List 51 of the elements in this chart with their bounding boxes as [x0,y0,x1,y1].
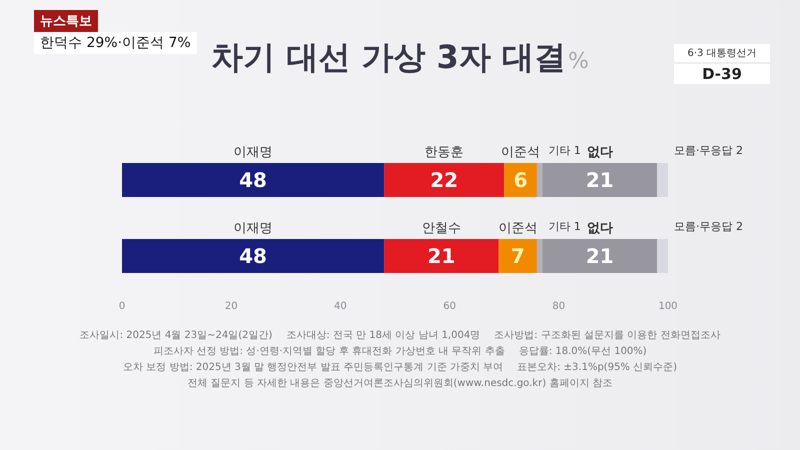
annotation: 기타 1 [548,143,581,158]
data-label: 7 [510,244,525,268]
text: 모름·무응답 2 [674,219,743,234]
bar [498,239,537,273]
text: 피조사자 선정 방법: 성·연령·지역별 할당 후 휴대전화 가상번호 내 무작위 추출 [153,345,505,358]
annotation: 안철수 [422,220,461,237]
text: 표본오차: ±3.1%p(95% 신뢰수준) [517,361,678,374]
text: D-39 [674,64,770,84]
text: 조사대상: 전국 만 18세 이상 남녀 1,004명 [286,329,480,342]
data-label: 21 [427,244,456,268]
annotation: 이재명 [234,144,273,161]
data-label: 48 [239,168,267,192]
x-tick-label: 0 [118,301,126,312]
text: 조사일시: 2025년 4월 23일~24일(2일간) [80,329,272,342]
text: 전체 질문지 등 자세한 내용은 중앙선거여론조사심의위원회(www.nesdc.go.kr) 홈페이지 참조 [188,377,612,390]
bar [122,239,384,273]
bar [536,239,542,273]
bar [122,163,384,197]
annotation: 이재명 [234,220,273,237]
bar [542,163,658,197]
annotation: 없다 [586,220,613,237]
text: 조사방법: 구조화된 설문지를 이용한 전화면접조사 [494,329,720,342]
bar [384,239,499,273]
text: 오차 보정 방법: 2025년 3월 말 행정안전부 발표 주민등록인구통계 기준 가중치 부여 [122,361,504,374]
chart-title: 차기 대선 가상 3자 대결 [211,37,566,78]
bar [657,163,668,197]
text: 응답률: 18.0%(무선 100%) [518,345,647,358]
chart-subtitle: % [568,49,589,74]
annotation: 기타 1 [548,219,581,234]
text: 한덕수 29%·이준석 7% [34,32,197,54]
x-tick-label: 60 [443,301,456,312]
bar [536,163,542,197]
bar [384,163,504,197]
data-label: 22 [430,168,458,192]
x-tick-label: 80 [552,301,566,312]
text: 뉴스특보 [34,10,98,32]
text: 6·3 대통령선거 [674,44,770,62]
annotation: 이준석 [501,144,540,161]
data-label: 6 [514,168,528,192]
x-tick-label: 20 [224,301,238,312]
annotation: 없다 [586,144,613,161]
data-label: 21 [586,244,614,268]
bar [542,239,658,273]
annotation: 한동훈 [424,144,464,161]
data-label: 21 [586,168,614,192]
x-tick-label: 100 [658,301,678,312]
data-label: 48 [239,244,267,268]
bar [657,239,668,273]
x-tick-label: 40 [334,301,347,312]
annotation: 이준석 [498,220,538,237]
text: 모름·무응답 2 [674,143,743,158]
